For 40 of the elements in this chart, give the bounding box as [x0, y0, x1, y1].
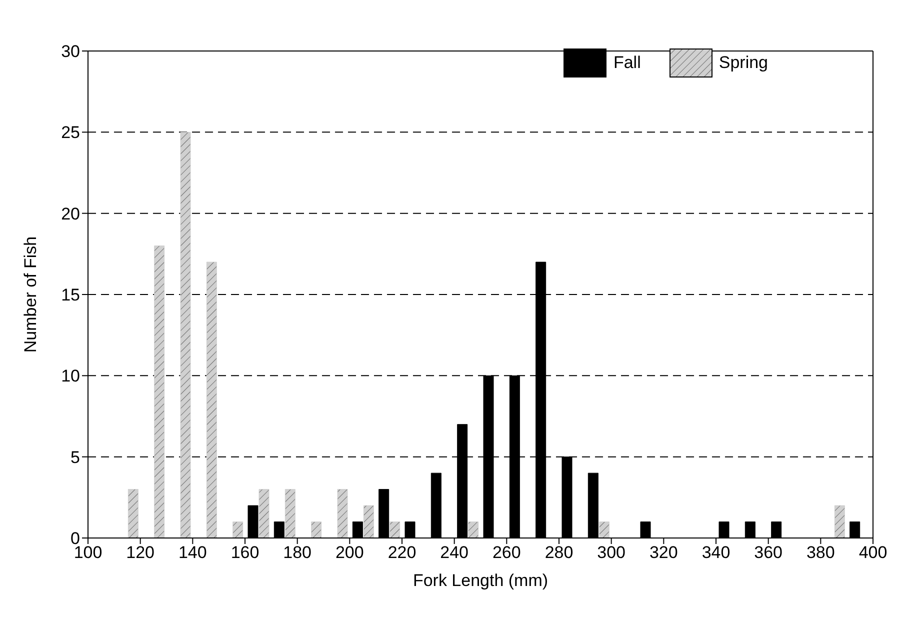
y-tick-label: 5 — [70, 448, 80, 467]
x-tick-label: 120 — [126, 543, 155, 562]
y-tick-label: 30 — [61, 42, 80, 62]
x-tick-label: 320 — [649, 543, 678, 562]
y-tick-label: 25 — [61, 123, 80, 142]
x-tick-label: 100 — [74, 543, 102, 562]
x-tick-label: 340 — [702, 543, 730, 562]
x-tick-label: 360 — [754, 543, 783, 562]
x-tick-label: 140 — [178, 543, 207, 562]
y-tick-label: 15 — [61, 286, 80, 305]
bar — [468, 522, 479, 538]
x-axis-title: Fork Length (mm) — [412, 571, 548, 590]
bar — [390, 522, 400, 538]
x-tick-label: 380 — [806, 543, 835, 562]
x-tick-label: 280 — [544, 543, 574, 562]
bar — [337, 489, 348, 538]
x-tick-label: 240 — [440, 543, 469, 562]
bar — [363, 505, 374, 538]
x-tick-label: 300 — [597, 543, 626, 562]
x-tick-label: 260 — [492, 543, 521, 562]
y-tick-label: 20 — [61, 204, 80, 224]
x-tick-label: 200 — [335, 543, 364, 562]
x-tick-label: 160 — [230, 543, 260, 562]
bar — [834, 505, 845, 538]
bar — [154, 246, 165, 538]
bar — [180, 132, 191, 538]
legend-label: Spring — [718, 53, 768, 73]
bar — [311, 522, 322, 538]
bar — [206, 262, 217, 538]
legend-label: Fall — [613, 53, 641, 73]
x-tick-label: 220 — [388, 543, 416, 562]
y-tick-label: 10 — [61, 366, 80, 386]
bar — [232, 522, 244, 538]
bar — [598, 522, 610, 538]
x-tick-label: 180 — [283, 543, 312, 562]
x-tick-label: 400 — [858, 543, 888, 562]
y-axis-title: Number of Fish — [21, 236, 40, 353]
bar — [128, 489, 138, 538]
bar — [284, 489, 296, 538]
bar — [258, 489, 270, 538]
